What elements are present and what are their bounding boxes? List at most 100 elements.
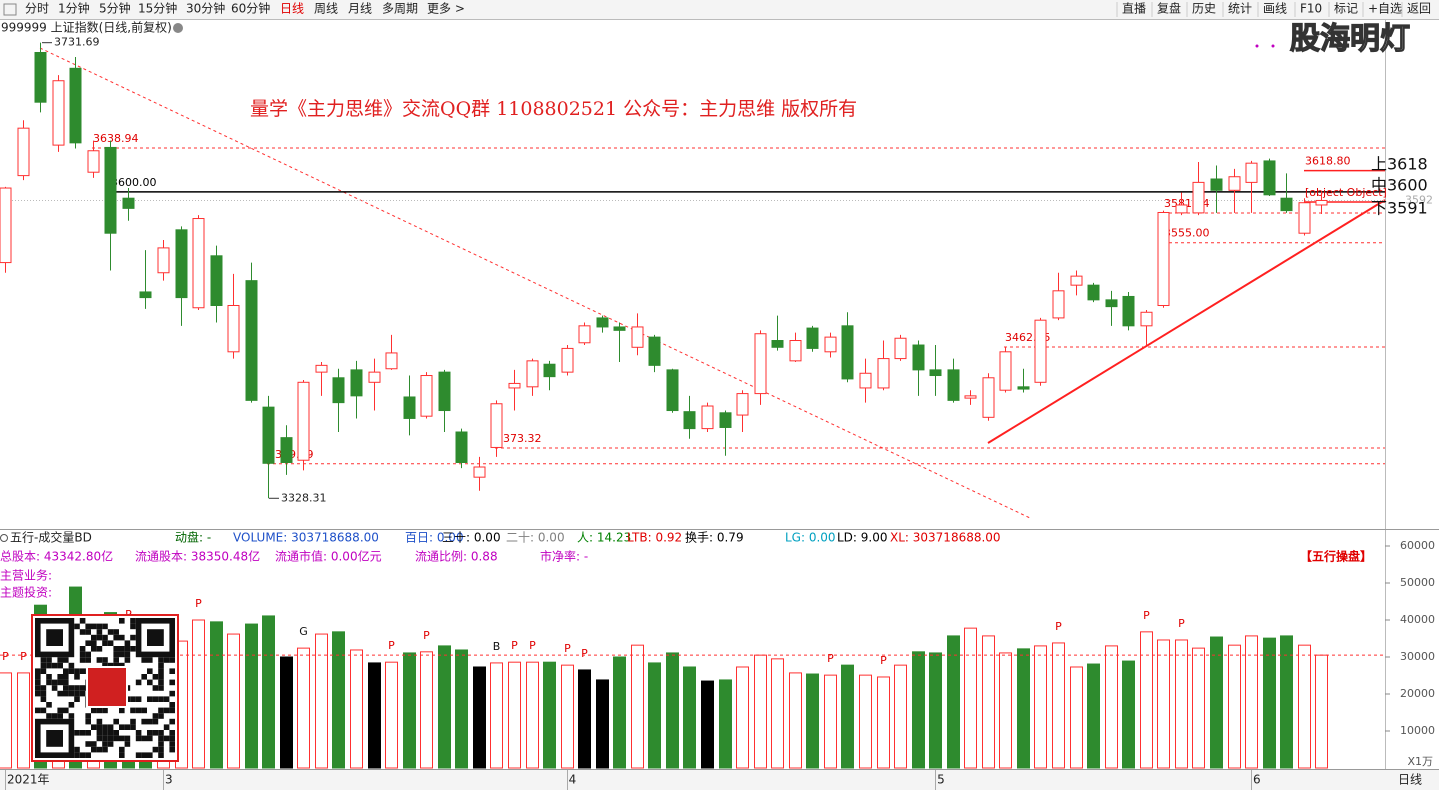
qr-module bbox=[113, 629, 119, 635]
qr-module bbox=[79, 646, 86, 652]
volume-bar bbox=[754, 654, 767, 769]
toolbar-tab[interactable]: 日线 bbox=[280, 2, 304, 16]
candle-body bbox=[350, 369, 363, 397]
toolbar-button[interactable]: +自选 bbox=[1368, 2, 1402, 16]
qr-module bbox=[107, 730, 114, 736]
volume-bar bbox=[1192, 647, 1205, 769]
candle-body bbox=[719, 412, 732, 428]
qr-module bbox=[79, 668, 86, 674]
qr-module bbox=[152, 713, 159, 719]
qr-module bbox=[74, 685, 80, 691]
signal: B bbox=[493, 640, 501, 653]
candle-body bbox=[596, 317, 609, 328]
qr-module bbox=[135, 730, 142, 736]
y-tick-label: 50000 bbox=[1400, 576, 1435, 589]
candle-body bbox=[104, 146, 117, 234]
volume-bar bbox=[824, 674, 837, 769]
qr-module bbox=[91, 640, 97, 646]
toolbar-tab[interactable]: 5分钟 bbox=[99, 1, 131, 16]
reference-label: 3600.00 bbox=[111, 176, 157, 189]
candle-body bbox=[859, 372, 872, 389]
toolbar-button[interactable]: 返回 bbox=[1407, 2, 1431, 16]
qr-module bbox=[130, 707, 136, 714]
qr-module bbox=[63, 674, 69, 680]
candle-body bbox=[139, 291, 152, 299]
qr-module bbox=[51, 662, 58, 669]
stock-stat: 流通市值: 0.00亿元 bbox=[275, 549, 382, 564]
toolbar-button[interactable]: F10 bbox=[1300, 2, 1322, 16]
volume-bar bbox=[1140, 631, 1153, 769]
stock-stat: 市净率: - bbox=[540, 549, 588, 564]
candle-body bbox=[754, 333, 767, 395]
candle-body bbox=[420, 375, 433, 417]
qr-module bbox=[163, 657, 170, 663]
candle-body bbox=[526, 360, 539, 388]
volume-bar bbox=[385, 661, 398, 769]
toolbar-button[interactable]: 直播 bbox=[1122, 2, 1146, 16]
candle-body bbox=[561, 347, 574, 373]
qr-module bbox=[169, 657, 175, 663]
candle-body bbox=[403, 396, 416, 419]
toolbar-button[interactable]: 标记 bbox=[1334, 2, 1358, 16]
qr-module bbox=[96, 718, 103, 725]
candle-body bbox=[1140, 311, 1153, 327]
candle-body bbox=[17, 127, 30, 177]
candle-body bbox=[894, 337, 907, 360]
qr-module bbox=[124, 724, 131, 730]
qr-module bbox=[141, 657, 147, 663]
candle-body bbox=[473, 466, 486, 478]
toolbar-tab[interactable]: 更多 > bbox=[427, 2, 465, 16]
qr-module bbox=[102, 735, 108, 742]
toolbar-tab[interactable]: 15分钟 bbox=[138, 1, 177, 16]
qr-module bbox=[158, 746, 164, 753]
reference-label: 3618.80 bbox=[1305, 155, 1351, 168]
qr-module bbox=[163, 696, 170, 702]
qr-module bbox=[163, 707, 170, 714]
toolbar-tab[interactable]: 多周期 bbox=[382, 2, 418, 16]
toolbar-button[interactable]: 历史 bbox=[1192, 2, 1216, 16]
signal: P bbox=[20, 650, 27, 663]
stock-stat: 流通比例: 0.88 bbox=[415, 550, 498, 564]
toolbar-button[interactable]: 画线 bbox=[1263, 2, 1287, 16]
qr-module bbox=[113, 662, 119, 669]
extreme-label: 3731.69 bbox=[54, 36, 100, 49]
volume-bar bbox=[262, 615, 275, 769]
qr-module bbox=[91, 623, 97, 630]
candle-body bbox=[1245, 162, 1258, 183]
qr-module bbox=[169, 707, 175, 714]
qr-module bbox=[85, 640, 91, 646]
indicator-icon bbox=[0, 534, 8, 542]
signal: P bbox=[564, 642, 571, 655]
qr-module bbox=[169, 679, 175, 686]
toolbar-tab[interactable]: 周线 bbox=[314, 2, 338, 16]
toolbar-button[interactable]: 统计 bbox=[1228, 2, 1252, 16]
signal: P bbox=[2, 650, 9, 663]
qr-module bbox=[63, 679, 69, 686]
candle-body bbox=[1298, 202, 1311, 234]
toolbar-button[interactable]: 复盘 bbox=[1157, 1, 1181, 16]
qr-module bbox=[40, 690, 47, 697]
reference-label: 3638.94 bbox=[93, 132, 139, 145]
candle-body bbox=[929, 369, 942, 377]
signal: P bbox=[1143, 609, 1150, 622]
qr-module bbox=[119, 662, 125, 669]
volume-bar bbox=[315, 633, 328, 769]
toolbar-tab[interactable]: 60分钟 bbox=[231, 1, 270, 16]
qr-module bbox=[124, 741, 131, 747]
volume-bar bbox=[719, 679, 732, 769]
signal: P bbox=[388, 639, 395, 652]
qr-module bbox=[35, 668, 41, 674]
candle-body bbox=[1280, 197, 1293, 212]
toolbar-tab[interactable]: 分时 bbox=[25, 2, 49, 16]
qr-module bbox=[158, 674, 164, 680]
toolbar-tab[interactable]: 30分钟 bbox=[186, 1, 225, 16]
qr-module bbox=[107, 724, 114, 730]
candle-body bbox=[1087, 284, 1100, 301]
qr-module bbox=[107, 735, 114, 742]
candle-body bbox=[262, 406, 275, 464]
toolbar-tab[interactable]: 月线 bbox=[348, 2, 372, 16]
toolbar-tab[interactable]: 1分钟 bbox=[58, 1, 90, 16]
qr-module bbox=[141, 674, 147, 680]
